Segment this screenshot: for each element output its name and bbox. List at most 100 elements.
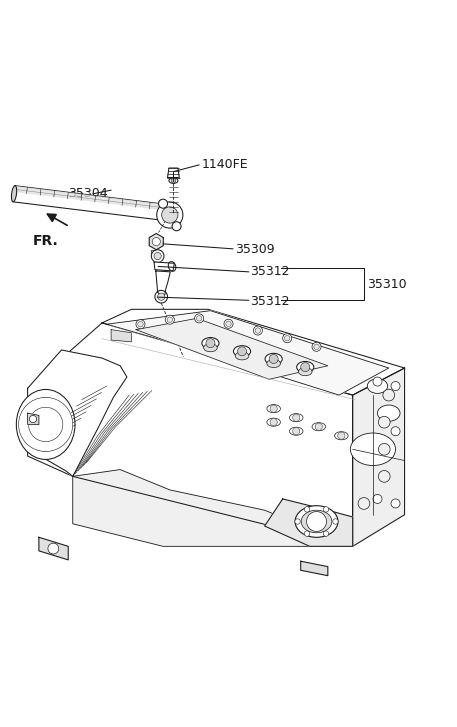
Ellipse shape (289, 414, 303, 422)
Circle shape (323, 507, 329, 512)
Circle shape (283, 334, 292, 342)
Polygon shape (149, 233, 163, 250)
Polygon shape (353, 368, 404, 546)
Circle shape (165, 316, 174, 324)
Circle shape (159, 199, 168, 208)
Ellipse shape (297, 361, 314, 373)
Circle shape (269, 355, 278, 364)
Polygon shape (73, 470, 353, 546)
Circle shape (292, 414, 300, 421)
Circle shape (295, 519, 300, 524)
Text: 35309: 35309 (235, 244, 275, 256)
Circle shape (171, 178, 175, 183)
Circle shape (292, 427, 300, 435)
Circle shape (391, 427, 400, 435)
Circle shape (338, 432, 345, 439)
Circle shape (304, 507, 310, 512)
Text: 35310: 35310 (367, 278, 407, 291)
Polygon shape (154, 262, 174, 271)
Polygon shape (106, 310, 389, 395)
Polygon shape (156, 271, 170, 296)
Ellipse shape (234, 345, 250, 357)
Polygon shape (27, 323, 353, 546)
Circle shape (158, 293, 165, 300)
Polygon shape (39, 537, 68, 560)
Circle shape (29, 415, 37, 422)
Ellipse shape (157, 202, 183, 228)
Polygon shape (136, 318, 328, 379)
Circle shape (152, 238, 160, 246)
Ellipse shape (295, 506, 338, 537)
Ellipse shape (169, 178, 178, 183)
Circle shape (138, 321, 143, 327)
Ellipse shape (351, 433, 396, 465)
Circle shape (136, 320, 145, 329)
Polygon shape (13, 185, 169, 221)
Circle shape (255, 328, 260, 333)
Circle shape (270, 419, 277, 426)
Circle shape (28, 407, 63, 441)
Circle shape (373, 494, 382, 504)
Circle shape (253, 326, 262, 335)
Circle shape (378, 470, 390, 482)
Circle shape (333, 519, 338, 524)
Ellipse shape (377, 405, 400, 421)
Ellipse shape (335, 432, 348, 440)
Ellipse shape (267, 418, 281, 426)
Polygon shape (111, 329, 132, 342)
Ellipse shape (202, 337, 219, 349)
Ellipse shape (267, 405, 281, 413)
Circle shape (154, 252, 161, 260)
Ellipse shape (301, 510, 332, 533)
Polygon shape (168, 168, 179, 177)
Ellipse shape (235, 352, 249, 360)
Circle shape (48, 543, 59, 554)
Ellipse shape (298, 368, 312, 376)
Circle shape (206, 339, 215, 348)
Circle shape (301, 363, 310, 371)
Circle shape (307, 512, 326, 531)
Circle shape (195, 314, 204, 323)
Circle shape (162, 207, 178, 223)
Circle shape (378, 417, 390, 428)
Circle shape (238, 347, 247, 356)
Circle shape (151, 250, 164, 262)
Circle shape (155, 290, 168, 303)
Ellipse shape (312, 422, 325, 431)
Ellipse shape (11, 185, 16, 202)
Circle shape (226, 321, 231, 326)
Ellipse shape (289, 427, 303, 435)
Polygon shape (27, 350, 127, 476)
Circle shape (391, 382, 400, 390)
Text: 1140FE: 1140FE (202, 158, 248, 172)
Circle shape (373, 377, 382, 386)
Text: 35312: 35312 (250, 295, 290, 308)
Circle shape (304, 531, 310, 537)
Circle shape (197, 316, 202, 321)
Text: 35304: 35304 (68, 188, 108, 200)
Circle shape (312, 342, 321, 351)
Circle shape (391, 499, 400, 508)
Circle shape (314, 344, 319, 350)
Circle shape (323, 531, 329, 537)
Polygon shape (102, 309, 404, 395)
Circle shape (19, 398, 73, 451)
Ellipse shape (367, 379, 388, 393)
Ellipse shape (168, 262, 176, 271)
Circle shape (224, 319, 233, 329)
Ellipse shape (265, 353, 282, 365)
Polygon shape (14, 187, 169, 210)
Circle shape (383, 389, 395, 401)
Circle shape (378, 443, 390, 455)
Polygon shape (27, 413, 39, 425)
Circle shape (284, 335, 290, 341)
Circle shape (167, 317, 173, 322)
Circle shape (172, 222, 181, 230)
Circle shape (270, 405, 277, 412)
Ellipse shape (267, 359, 281, 368)
Ellipse shape (23, 398, 68, 451)
Circle shape (358, 497, 370, 510)
Ellipse shape (204, 344, 217, 352)
Polygon shape (265, 499, 353, 546)
Text: FR.: FR. (33, 234, 58, 249)
